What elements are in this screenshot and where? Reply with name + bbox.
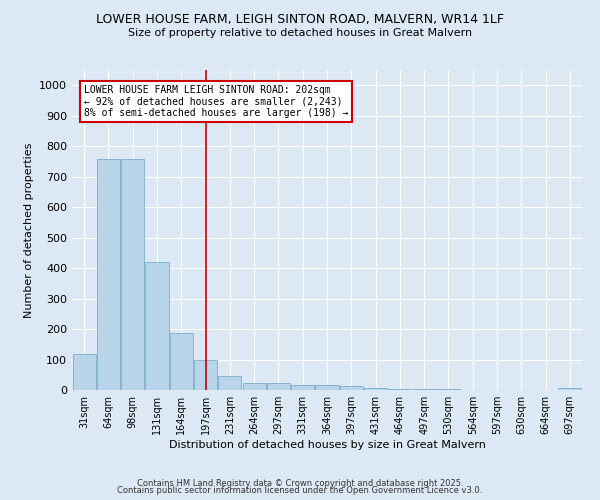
Bar	[242, 384, 266, 390]
Text: Size of property relative to detached houses in Great Malvern: Size of property relative to detached ho…	[128, 28, 472, 38]
Bar	[145, 262, 169, 390]
Bar	[218, 376, 241, 390]
X-axis label: Distribution of detached houses by size in Great Malvern: Distribution of detached houses by size …	[169, 440, 485, 450]
Bar	[97, 160, 120, 390]
Y-axis label: Number of detached properties: Number of detached properties	[23, 142, 34, 318]
Bar	[316, 386, 338, 390]
Bar	[559, 388, 581, 390]
Bar	[388, 389, 412, 390]
Bar	[267, 384, 290, 390]
Bar	[121, 160, 144, 390]
Bar	[413, 389, 436, 390]
Bar	[170, 332, 193, 390]
Text: Contains public sector information licensed under the Open Government Licence v3: Contains public sector information licen…	[118, 486, 482, 495]
Text: Contains HM Land Registry data © Crown copyright and database right 2025.: Contains HM Land Registry data © Crown c…	[137, 478, 463, 488]
Text: LOWER HOUSE FARM, LEIGH SINTON ROAD, MALVERN, WR14 1LF: LOWER HOUSE FARM, LEIGH SINTON ROAD, MAL…	[96, 12, 504, 26]
Bar	[194, 360, 217, 390]
Bar	[291, 384, 314, 390]
Bar	[364, 388, 387, 390]
Bar	[73, 354, 95, 390]
Bar	[340, 386, 363, 390]
Text: LOWER HOUSE FARM LEIGH SINTON ROAD: 202sqm
← 92% of detached houses are smaller : LOWER HOUSE FARM LEIGH SINTON ROAD: 202s…	[84, 85, 349, 118]
